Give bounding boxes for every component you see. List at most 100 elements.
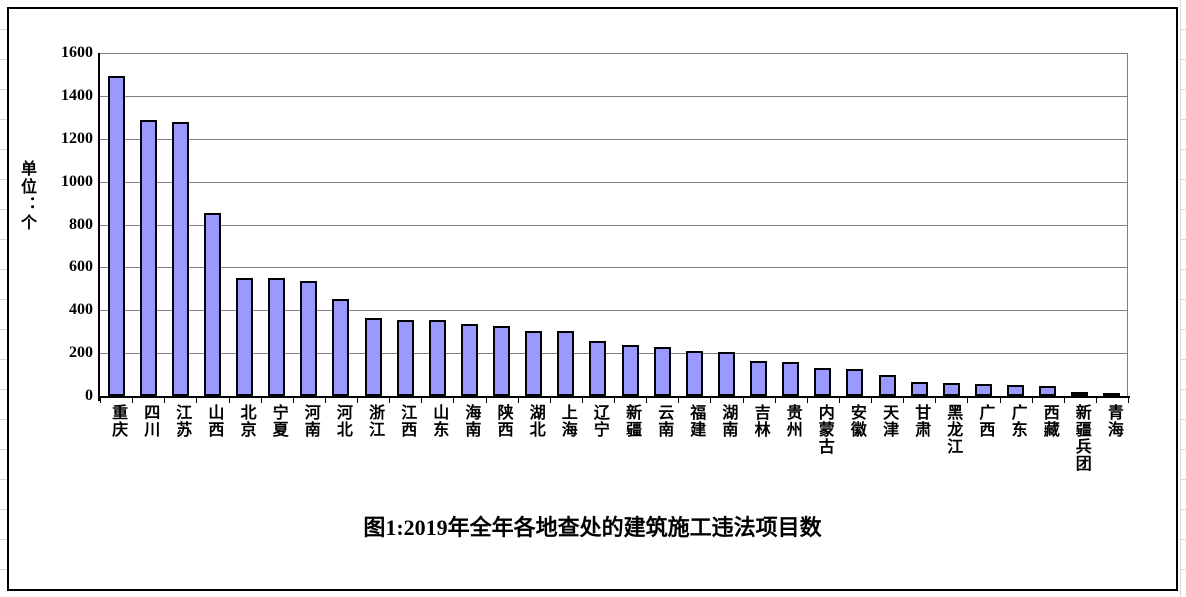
worksheet-gridlines-right bbox=[1180, 0, 1186, 597]
x-axis-tick bbox=[196, 398, 198, 403]
x-category-label-辽宁: 辽宁 bbox=[590, 404, 608, 438]
y-tick-label-1000: 1000 bbox=[61, 172, 93, 190]
x-axis-tick bbox=[228, 398, 230, 403]
gridline-200 bbox=[100, 353, 1128, 355]
x-axis-tick bbox=[581, 398, 583, 403]
x-axis-tick bbox=[549, 398, 551, 403]
bar-甘肃 bbox=[910, 382, 928, 396]
gridline-1200 bbox=[100, 138, 1128, 140]
bar-内蒙古 bbox=[814, 368, 832, 396]
x-category-label-新疆兵团: 新疆兵团 bbox=[1072, 404, 1090, 472]
x-axis-tick bbox=[871, 398, 872, 403]
x-category-label-广东: 广东 bbox=[1008, 404, 1026, 438]
x-category-label-云南: 云南 bbox=[655, 404, 673, 438]
x-category-label-福建: 福建 bbox=[687, 404, 705, 438]
y-axis-line bbox=[98, 53, 100, 401]
y-tick-label-1600: 1600 bbox=[61, 44, 93, 61]
bar-辽宁 bbox=[589, 341, 607, 396]
x-category-label-贵州: 贵州 bbox=[783, 404, 801, 438]
worksheet-gridlines-left bbox=[0, 0, 7, 597]
x-axis-tick bbox=[999, 398, 1001, 403]
x-category-label-四川: 四川 bbox=[141, 404, 159, 438]
bar-吉林 bbox=[750, 360, 768, 396]
x-axis-tick bbox=[774, 398, 776, 403]
bar-广西 bbox=[974, 384, 992, 396]
x-axis-tick bbox=[1095, 398, 1097, 403]
x-axis-tick bbox=[935, 398, 937, 403]
bar-北京 bbox=[236, 278, 254, 396]
bar-福建 bbox=[685, 351, 703, 396]
x-category-label-河北: 河北 bbox=[333, 404, 351, 438]
x-category-label-西藏: 西藏 bbox=[1040, 404, 1058, 438]
chart-frame bbox=[7, 7, 1178, 591]
x-axis-tick bbox=[903, 398, 905, 403]
bar-广东 bbox=[1007, 384, 1025, 396]
x-axis-tick bbox=[100, 398, 101, 403]
bar-河南 bbox=[300, 281, 318, 396]
bar-山东 bbox=[428, 319, 446, 396]
y-tick-label-200: 200 bbox=[69, 344, 93, 362]
x-axis-tick bbox=[389, 398, 391, 403]
x-category-label-湖南: 湖南 bbox=[719, 404, 737, 438]
x-category-label-重庆: 重庆 bbox=[109, 404, 127, 438]
bar-海南 bbox=[460, 324, 478, 396]
x-axis-tick bbox=[485, 398, 487, 403]
x-category-label-山东: 山东 bbox=[430, 404, 448, 438]
x-axis-tick bbox=[967, 398, 969, 403]
x-axis-tick bbox=[421, 398, 423, 403]
x-category-label-江西: 江西 bbox=[398, 404, 416, 438]
y-axis-unit-label: 单位：个 bbox=[18, 160, 35, 232]
x-category-label-新疆: 新疆 bbox=[623, 404, 641, 438]
plot-right-border bbox=[1127, 53, 1128, 396]
bar-四川 bbox=[139, 119, 157, 396]
x-category-label-甘肃: 甘肃 bbox=[912, 404, 930, 438]
bar-黑龙江 bbox=[942, 382, 960, 396]
x-category-label-广西: 广西 bbox=[976, 404, 994, 438]
y-tick-label-400: 400 bbox=[69, 301, 93, 319]
x-category-label-浙江: 浙江 bbox=[366, 404, 384, 438]
x-axis-tick bbox=[1031, 398, 1033, 403]
bar-陕西 bbox=[493, 326, 511, 396]
x-category-label-海南: 海南 bbox=[462, 404, 480, 438]
x-category-label-江苏: 江苏 bbox=[173, 404, 191, 438]
x-axis-tick bbox=[838, 398, 840, 403]
gridline-600 bbox=[100, 267, 1128, 269]
y-tick-label-800: 800 bbox=[69, 215, 93, 233]
x-category-label-北京: 北京 bbox=[237, 404, 255, 438]
bar-江西 bbox=[396, 319, 414, 396]
x-category-label-内蒙古: 内蒙古 bbox=[815, 404, 833, 455]
bar-西藏 bbox=[1039, 386, 1057, 396]
gridline-800 bbox=[100, 224, 1128, 226]
x-category-label-湖北: 湖北 bbox=[526, 404, 544, 438]
bar-山西 bbox=[203, 212, 221, 396]
x-axis-tick bbox=[614, 398, 615, 403]
bar-云南 bbox=[653, 346, 671, 396]
bar-上海 bbox=[557, 330, 575, 396]
gridline-1400 bbox=[100, 95, 1128, 97]
x-axis-tick bbox=[517, 398, 519, 403]
bar-新疆 bbox=[621, 344, 639, 396]
x-axis-tick bbox=[806, 398, 808, 403]
x-axis-tick bbox=[357, 398, 358, 403]
x-axis-tick bbox=[710, 398, 712, 403]
bar-天津 bbox=[878, 374, 896, 396]
x-axis-tick bbox=[292, 398, 294, 403]
bar-新疆兵团 bbox=[1071, 392, 1089, 397]
bar-江苏 bbox=[171, 121, 189, 396]
x-axis-tick bbox=[1063, 398, 1065, 403]
x-category-label-河南: 河南 bbox=[301, 404, 319, 438]
x-category-label-陕西: 陕西 bbox=[494, 404, 512, 438]
bar-重庆 bbox=[107, 75, 125, 396]
x-category-label-黑龙江: 黑龙江 bbox=[944, 404, 962, 455]
x-axis-line bbox=[98, 396, 1130, 398]
x-axis-tick bbox=[260, 398, 262, 403]
x-category-label-青海: 青海 bbox=[1104, 404, 1122, 438]
x-axis-tick bbox=[1128, 398, 1129, 403]
y-tick-label-1400: 1400 bbox=[61, 86, 93, 104]
gridline-400 bbox=[100, 310, 1128, 312]
bar-浙江 bbox=[364, 317, 382, 396]
gridline-1000 bbox=[100, 181, 1128, 183]
x-category-label-宁夏: 宁夏 bbox=[269, 404, 287, 438]
bar-贵州 bbox=[782, 361, 800, 396]
x-category-label-山西: 山西 bbox=[205, 404, 223, 438]
